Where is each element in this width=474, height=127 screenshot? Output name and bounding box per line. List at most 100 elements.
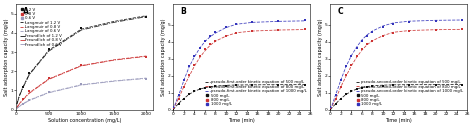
Point <box>201 86 209 89</box>
Point <box>78 83 85 85</box>
Point <box>379 26 387 28</box>
Point <box>405 84 413 86</box>
Point <box>342 65 350 67</box>
Point <box>353 55 360 57</box>
Point <box>364 43 371 45</box>
Point <box>248 30 256 32</box>
Point <box>201 48 209 50</box>
Point <box>19 86 27 88</box>
X-axis label: Solution concentration (mg/L): Solution concentration (mg/L) <box>48 118 121 123</box>
Point <box>332 103 339 105</box>
Point <box>379 84 387 86</box>
Point <box>379 35 387 37</box>
Point <box>185 74 193 76</box>
Point <box>222 84 230 86</box>
Point <box>458 19 465 21</box>
Y-axis label: Salt adsorption capacity (mg/g): Salt adsorption capacity (mg/g) <box>319 18 323 96</box>
Point <box>45 91 53 93</box>
Point <box>369 40 376 42</box>
Text: B: B <box>180 7 186 16</box>
Point <box>143 56 150 58</box>
Point <box>327 106 334 108</box>
Legend: pseudo-second-order kinetic equation of 500 mg/L, pseudo-second-order kinetic eq: pseudo-second-order kinetic equation of … <box>356 80 464 107</box>
Point <box>405 30 413 32</box>
Point <box>432 84 439 86</box>
Point <box>337 86 345 88</box>
Point <box>358 86 366 89</box>
Point <box>432 29 439 31</box>
Point <box>248 84 256 86</box>
Point <box>196 46 203 49</box>
Point <box>347 90 355 92</box>
Point <box>337 79 345 81</box>
Point <box>78 64 85 66</box>
X-axis label: Time (min): Time (min) <box>385 118 412 123</box>
Point <box>358 40 366 42</box>
Point <box>222 35 230 37</box>
Point <box>274 29 282 31</box>
Point <box>364 86 371 88</box>
Point <box>206 86 214 88</box>
Point <box>26 90 33 92</box>
Point <box>342 93 350 95</box>
Point <box>143 16 150 18</box>
Point <box>201 40 209 42</box>
Point <box>45 48 53 50</box>
Point <box>175 94 182 96</box>
Text: A: A <box>23 7 29 16</box>
Point <box>458 84 465 86</box>
Point <box>170 108 177 110</box>
Legend: 1.2 V, 0.8 V, 0.6 V, Langmuir of 1.2 V, Langmuir of 0.8 V, Langmuir of 0.6 V, Fr: 1.2 V, 0.8 V, 0.6 V, Langmuir of 1.2 V, … <box>19 7 63 47</box>
Point <box>301 84 309 86</box>
Point <box>26 99 33 101</box>
Point <box>170 107 177 109</box>
Point <box>248 21 256 23</box>
Point <box>180 86 188 88</box>
Point <box>327 108 334 110</box>
Point <box>185 65 193 67</box>
Point <box>45 77 53 79</box>
Point <box>191 90 198 92</box>
Point <box>191 64 198 66</box>
Point <box>332 98 339 100</box>
Point <box>390 23 397 25</box>
Point <box>175 103 182 105</box>
Point <box>353 88 360 90</box>
Point <box>143 78 150 80</box>
Point <box>353 46 360 49</box>
Y-axis label: Salt adsorption capacity (mg/g): Salt adsorption capacity (mg/g) <box>4 18 9 96</box>
Point <box>222 26 230 28</box>
Point <box>78 27 85 29</box>
Point <box>26 72 33 74</box>
Point <box>175 98 182 100</box>
Point <box>432 20 439 22</box>
Point <box>19 103 27 105</box>
Point <box>458 28 465 30</box>
Point <box>180 98 188 100</box>
Point <box>369 85 376 87</box>
Point <box>196 88 203 90</box>
Point <box>185 93 193 95</box>
Point <box>364 35 371 37</box>
Point <box>347 64 355 66</box>
Text: C: C <box>337 7 343 16</box>
Point <box>332 94 339 96</box>
X-axis label: Time (min): Time (min) <box>228 118 255 123</box>
Point <box>191 55 198 57</box>
Point <box>274 84 282 86</box>
Point <box>337 98 345 100</box>
Point <box>211 40 219 42</box>
Point <box>301 28 309 30</box>
Point <box>342 74 350 76</box>
Point <box>211 31 219 33</box>
Point <box>301 19 309 21</box>
Point <box>196 55 203 57</box>
Point <box>170 106 177 108</box>
Point <box>211 85 219 87</box>
Point <box>358 48 366 50</box>
Point <box>19 98 27 100</box>
Point <box>206 43 214 45</box>
Point <box>233 84 240 86</box>
Legend: pseudo-first-order kinetic equation of 500 mg/L, pseudo-first-order kinetic equa: pseudo-first-order kinetic equation of 5… <box>205 80 307 107</box>
Point <box>206 35 214 37</box>
